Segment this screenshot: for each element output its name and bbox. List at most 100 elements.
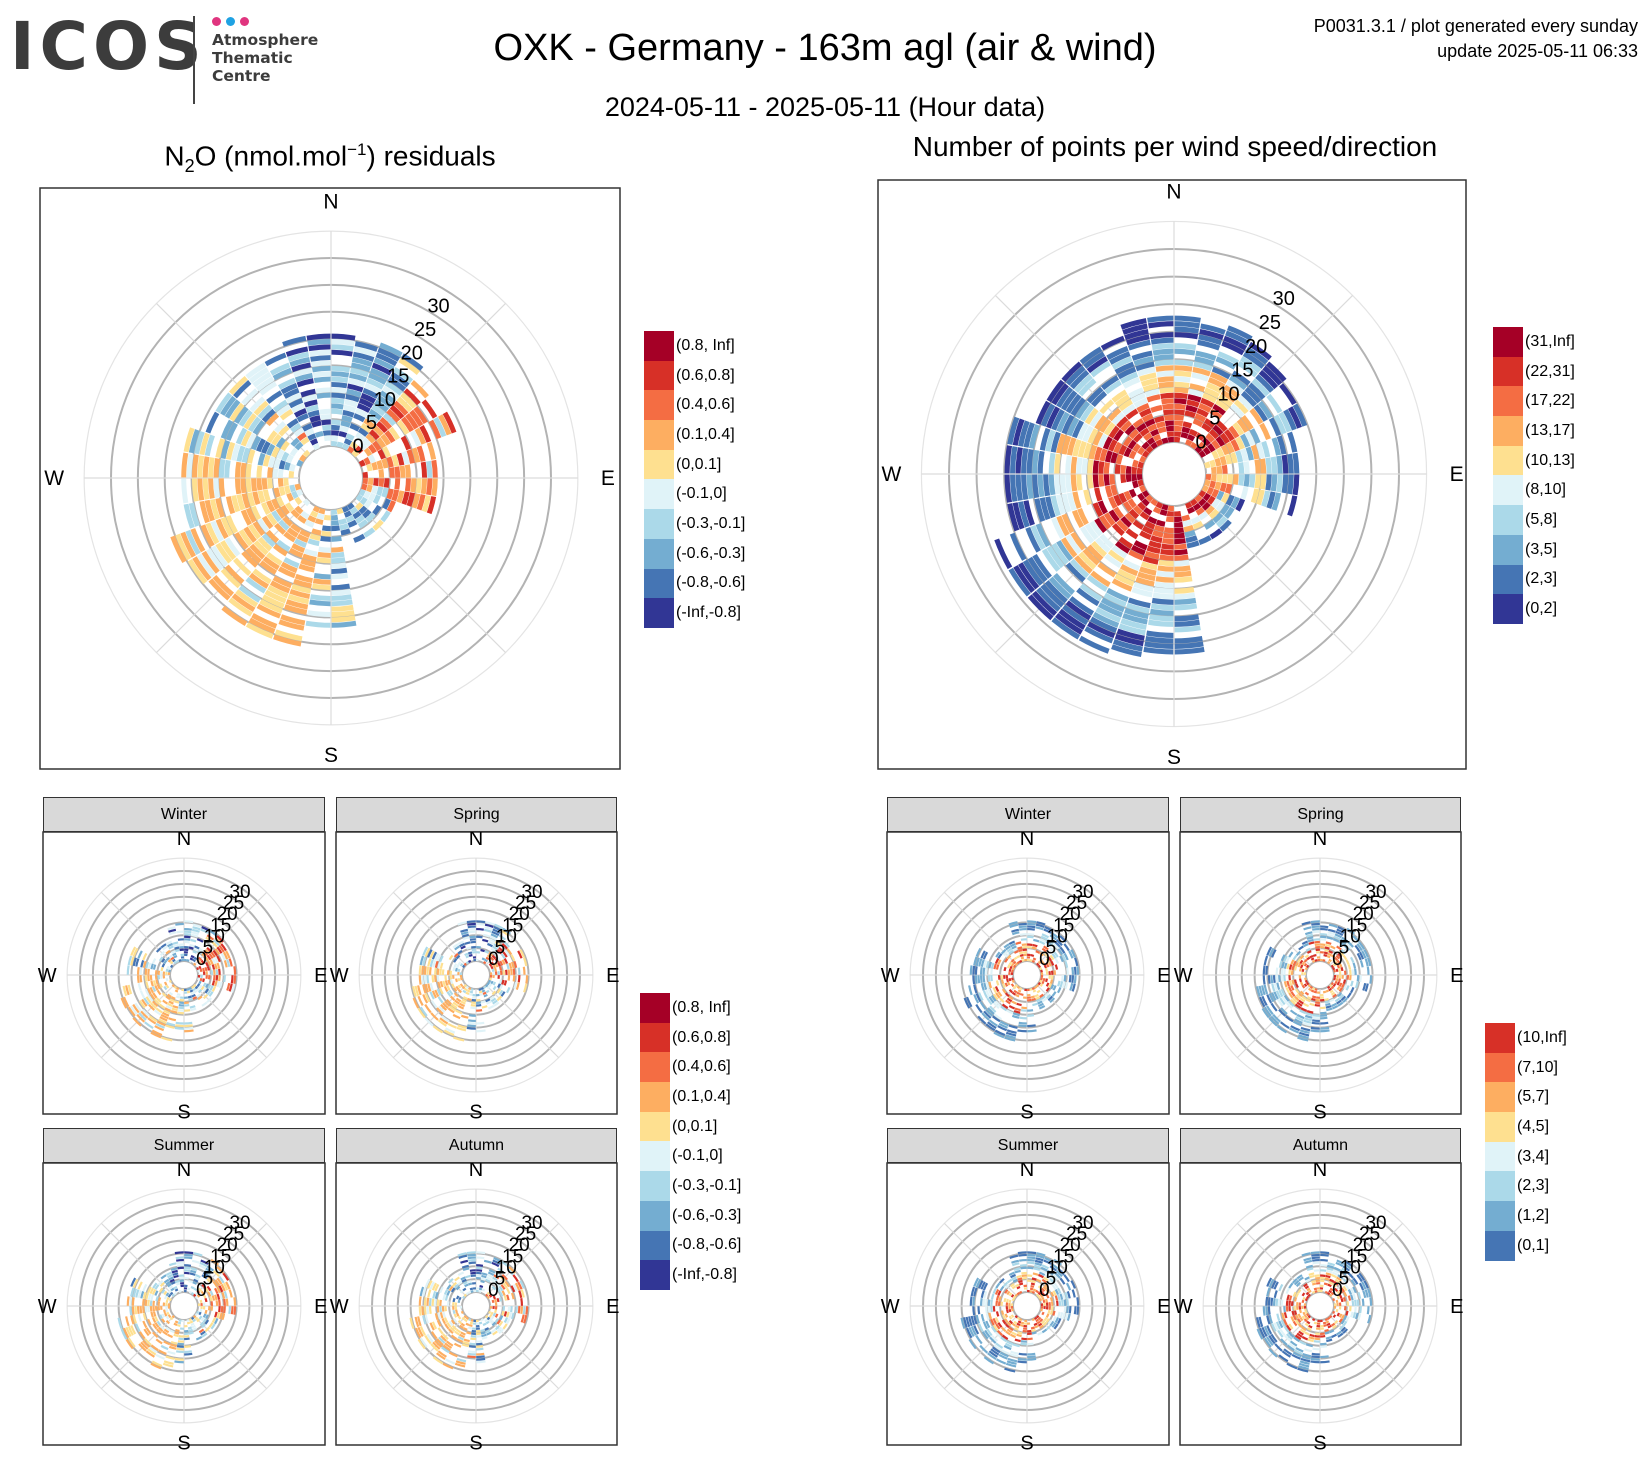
polar-cell [1097,562,1117,578]
polar-cell [1079,346,1103,365]
polar-cell [468,1345,476,1348]
polar-cell [331,419,341,426]
polar-cell [1256,1317,1261,1328]
polar-cell [1333,1266,1341,1272]
grid-circle [1305,960,1335,990]
polar-cell [1005,1031,1017,1037]
polar-cell [1278,1283,1284,1292]
polar-cell [1027,993,1031,997]
polar-cell [1144,641,1174,649]
polar-cell [440,1346,450,1354]
polar-cell [1288,964,1293,970]
polar-cell [1041,1278,1048,1284]
polar-cell [210,1258,220,1266]
polar-cell [993,963,997,970]
polar-cell [273,458,281,469]
logo-subtitle: Atmosphere Thematic Centre [212,31,318,85]
polar-cell [1104,485,1113,498]
polar-cell [1078,551,1097,570]
legend-swatch [1493,505,1523,535]
polar-cell [1123,490,1132,501]
radial-tick-label: 0 [196,1280,207,1301]
polar-cell [1155,421,1166,429]
polar-cell [189,943,195,948]
polar-cell [422,956,427,966]
polar-cell [1362,1290,1367,1299]
polar-cell [1044,992,1050,998]
polar-cell [1273,414,1287,435]
radial-tick-label: 30 [1365,1213,1386,1234]
polar-cell [1296,1332,1303,1338]
polar-cell [1097,433,1108,448]
polar-cell [1063,943,1070,952]
polar-cell [1000,1301,1004,1306]
polar-cell [206,1285,212,1292]
polar-cell [1027,1355,1036,1359]
polar-cell [1334,933,1343,939]
polar-cell [453,963,458,968]
legend-label: (17,22] [1525,392,1575,410]
polar-cell [378,478,385,488]
radial-tick-label: 5 [1046,938,1057,959]
polar-cell [466,1331,472,1335]
polar-cell [343,510,353,518]
polar-cell [1020,1009,1027,1012]
radial-tick-label: 15 [502,1246,523,1267]
polar-cell [400,435,412,451]
polar-cell [147,1318,152,1326]
polar-cell [1224,429,1235,442]
polar-cell [469,938,476,941]
legend-label: (3,5] [1525,540,1558,558]
polar-cell [154,1290,159,1296]
polar-cell [174,1360,184,1364]
polar-cell [1312,1261,1320,1265]
polar-cell [476,1271,482,1275]
grid-spoke [193,1315,268,1390]
polar-cell [302,449,311,458]
polar-cell [216,946,223,954]
polar-cell [498,989,504,996]
polar-cell [225,515,238,534]
grid-circle [169,960,199,990]
polar-cell [309,510,319,518]
polar-cell [1141,490,1150,498]
polar-cell [1021,943,1027,946]
polar-cell [129,1306,133,1316]
polar-cell [467,922,476,926]
polar-cell [987,1007,995,1015]
polar-cell [1276,435,1287,455]
polar-cell [506,1294,510,1301]
polar-cell [1306,982,1310,986]
polar-cell [1045,963,1050,968]
polar-cell [1054,964,1059,970]
polar-cell [492,964,496,969]
polar-cell [476,1324,480,1328]
polar-cell [1215,356,1237,370]
polar-cell [166,965,170,970]
legend-item: (-0.6,-0.3] [644,538,745,569]
polar-cell [147,1299,150,1306]
polar-cell [1335,977,1339,982]
polar-cell [1345,1316,1350,1322]
polar-cell [144,1021,154,1029]
polar-cell [1114,540,1131,554]
polar-cell [135,1323,141,1332]
polar-cell [1010,1283,1015,1288]
polar-cell [1238,474,1245,486]
radial-tick-label: 20 [401,342,423,364]
polar-cell [522,1306,526,1315]
polar-cell [226,982,231,991]
polar-cell [1315,998,1320,1002]
polar-cell [288,397,304,409]
polar-cell [1174,625,1201,633]
polar-cell [164,1312,168,1317]
polar-cell [1017,1277,1023,1281]
polar-cell [1219,503,1230,516]
polar-cell [1339,994,1345,1000]
polar-cell [426,1306,430,1315]
polar-cell [1306,1320,1311,1325]
polar-cell [1315,1276,1320,1280]
polar-cell [206,1265,215,1272]
polar-cell [155,997,162,1004]
polar-cell [1290,985,1295,991]
